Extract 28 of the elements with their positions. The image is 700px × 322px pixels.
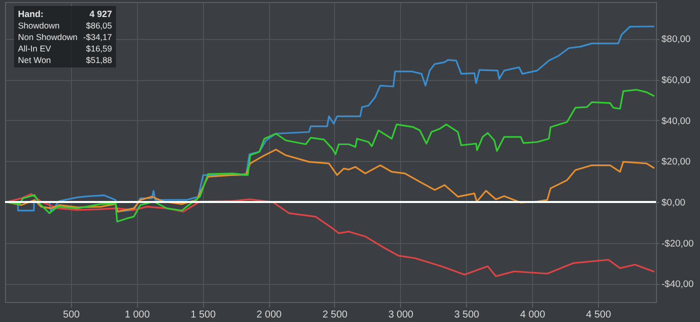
- annotation: All-In EV: [18, 44, 52, 54]
- line-series: [6, 148, 656, 212]
- annotation: $16,59: [86, 44, 112, 54]
- annotation: Hand:: [18, 9, 44, 19]
- x-tick-label: 2 000: [256, 310, 282, 320]
- x-tick-label: 500: [63, 310, 80, 320]
- x-tick-label: 3 000: [388, 310, 414, 320]
- annotation: -$34,17: [83, 32, 112, 42]
- x-tick-label: 4 500: [586, 310, 612, 320]
- y-tick-label: $20,00: [662, 156, 691, 168]
- x-tick-label: 1 000: [124, 310, 150, 320]
- x-tick-label: 4 000: [520, 310, 546, 320]
- x-tick-label: 3 500: [454, 310, 480, 320]
- annotation: $86,05: [86, 20, 112, 30]
- y-tick-label: $80,00: [662, 34, 691, 46]
- annotation: 4 927: [89, 9, 112, 19]
- annotation: Net Won: [18, 55, 52, 65]
- annotation: $51,88: [86, 55, 112, 65]
- y-tick-label: $40,00: [662, 116, 691, 127]
- y-tick-label: -$20,00: [662, 238, 694, 250]
- line-series: [6, 193, 656, 278]
- x-tick-label: 1 500: [190, 310, 216, 320]
- y-tick-label: -$40,00: [662, 279, 694, 290]
- y-tick-label: $0,00: [662, 198, 686, 208]
- x-tick-label: 2 500: [322, 310, 348, 320]
- annotation: Showdown: [18, 20, 60, 30]
- y-tick-label: $60,00: [662, 75, 691, 86]
- annotation: Non Showdown: [18, 32, 78, 42]
